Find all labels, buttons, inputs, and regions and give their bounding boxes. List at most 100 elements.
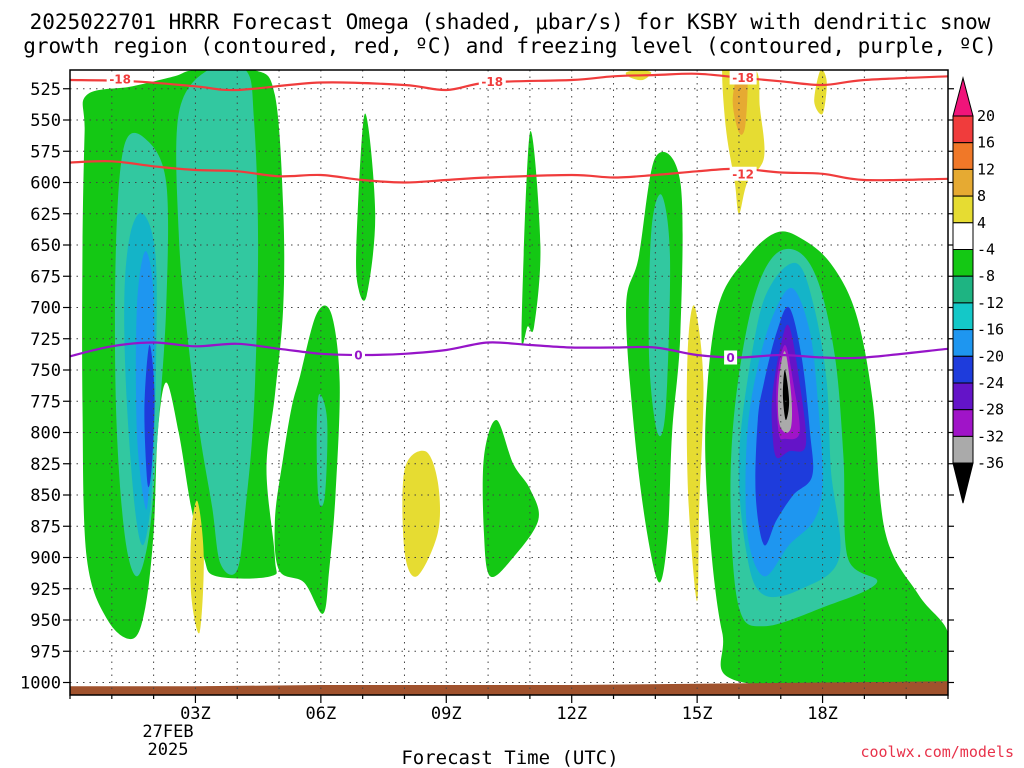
contour-label-0-2: -18 [732, 71, 754, 85]
plot-frame [69, 69, 949, 696]
y-tick-label-875: 875 [30, 517, 61, 537]
colorbar-tick-12: -32 [977, 427, 1004, 445]
omega-region-yellow-16 [722, 70, 765, 214]
x-axis-label: Forecast Time (UTC) [401, 747, 618, 768]
x-tick-label-06Z: 06Z [305, 704, 336, 724]
x-tick-label-15Z: 15Z [682, 704, 713, 724]
x-tick-label-03Z: 03Z [180, 704, 211, 724]
contour-line-dgz-1 [70, 160, 948, 184]
y-tick-label-750: 750 [30, 361, 61, 381]
contour-label-bg-2-1 [724, 350, 738, 365]
omega-region-yellow-18 [814, 70, 827, 115]
omega-region-green-10 [482, 419, 539, 578]
y-tick-label-825: 825 [30, 455, 61, 475]
y-tick-label-1000: 1000 [20, 674, 61, 694]
colorbar-tick-11: -28 [977, 401, 1004, 419]
plot-grid [70, 70, 948, 695]
y-tick-label-975: 975 [30, 642, 61, 662]
omega-region-black-28 [782, 369, 790, 421]
contour-label-2-0: 0 [354, 349, 362, 363]
y-tick-label-850: 850 [30, 486, 61, 506]
contour-label-bg-2-0 [351, 348, 365, 362]
contour-label-bg-0-1 [478, 74, 506, 89]
colorbar-tick-8: -16 [977, 321, 1004, 339]
colorbar-swatch-1 [952, 115, 974, 144]
contour-label-0-0: -18 [109, 72, 131, 86]
colorbar-tick-10: -24 [977, 374, 1004, 392]
contour-label-bg-0-0 [106, 71, 134, 86]
colorbar-tick-1: 16 [977, 134, 995, 152]
colorbar-swatch-6 [952, 249, 974, 277]
omega-region-orange-17 [732, 70, 748, 135]
colorbar-tick-6: -8 [977, 267, 995, 285]
x-date-label-day: 27FEB [142, 722, 193, 742]
x-axis: 03Z 06Z 09Z 12Z 15Z 18Z [69, 695, 949, 724]
chart-title-line-2: growth region (contoured, red, ºC) and f… [23, 34, 997, 58]
colorbar-tick-5: -4 [977, 241, 995, 259]
y-tick-label-625: 625 [30, 205, 61, 225]
omega-region-green-9 [521, 130, 541, 346]
omega-region-green-8 [356, 113, 376, 301]
y-tick-label-650: 650 [30, 236, 61, 256]
colorbar-bottom-arrow [952, 462, 974, 504]
terrain-layer [70, 681, 948, 695]
y-tick-label-600: 600 [30, 174, 61, 194]
colorbar-swatch-2 [952, 142, 974, 170]
y-tick-label-775: 775 [30, 392, 61, 412]
colorbar-swatch-4 [952, 195, 974, 224]
colorbar-tick-9: -20 [977, 347, 1004, 365]
x-tick-label-09Z: 09Z [431, 704, 462, 724]
y-tick-label-700: 700 [30, 299, 61, 319]
colorbar-swatch-13 [952, 435, 974, 464]
colorbar-tick-4: 4 [977, 214, 986, 232]
x-tick-label-18Z: 18Z [807, 704, 838, 724]
contour-line-dgz-0 [70, 72, 948, 92]
credit-text: coolwx.com/models [860, 743, 1014, 761]
contour-label-0-1: -18 [481, 75, 503, 89]
colorbar-top-arrow [952, 76, 974, 117]
contour-labels: -18 -18 -18 -12 0 0 [106, 70, 757, 365]
omega-region-yellow-15 [686, 305, 704, 602]
colorbar-swatch-11 [952, 382, 974, 411]
colorbar-swatch-5 [952, 222, 974, 251]
contour-label-1-0: -12 [732, 167, 754, 181]
colorbar-swatch-12 [952, 409, 974, 437]
omega-region-darkblue-5 [144, 344, 155, 488]
contour-label-2-1: 0 [726, 351, 734, 365]
omega-region-green-6 [274, 305, 340, 614]
y-tick-label-725: 725 [30, 330, 61, 350]
terrain-fill [70, 681, 948, 695]
colorbar-tick-2: 12 [977, 160, 995, 178]
x-tick-label-12Z: 12Z [556, 704, 587, 724]
colorbar-tick-3: 8 [977, 187, 986, 205]
y-tick-label-550: 550 [30, 111, 61, 131]
y-tick-label-525: 525 [30, 80, 61, 100]
omega-region-teal-7 [316, 394, 328, 507]
colorbar-swatch-7 [952, 275, 974, 304]
omega-region-teal-2 [176, 70, 259, 575]
omega-region-yellow-12 [190, 500, 204, 634]
x-date-label-year: 2025 [148, 740, 189, 760]
y-tick-label-575: 575 [30, 142, 61, 162]
chart-title-line-1: 2025022701 HRRR Forecast Omega (shaded, … [30, 10, 991, 34]
temperature-contours [70, 72, 948, 360]
colorbar-tick-13: -36 [977, 454, 1004, 472]
y-tick-label-900: 900 [30, 549, 61, 569]
omega-region-yellow-11 [402, 450, 441, 577]
colorbar-tick-0: 20 [977, 107, 995, 125]
colorbar-swatch-3 [952, 168, 974, 197]
y-tick-label-925: 925 [30, 580, 61, 600]
omega-region-teal-14 [648, 194, 671, 437]
y-tick-label-950: 950 [30, 611, 61, 631]
y-axis: 525 550 575 600 625 650 675 700 725 750 775 800 825 8… [20, 80, 954, 694]
contour-line-freezing-2 [70, 341, 948, 360]
y-tick-label-800: 800 [30, 424, 61, 444]
contour-label-bg-0-2 [729, 70, 757, 85]
omega-shaded-regions [82, 70, 948, 689]
colorbar-swatch-8 [952, 302, 974, 331]
colorbar-swatch-10 [952, 355, 974, 384]
contour-label-bg-1-0 [729, 166, 757, 181]
colorbar: 20 16 12 8 4 -4 -8 -12 -16 -20 -24 -28 -32 -36 [952, 76, 1004, 504]
y-tick-label-675: 675 [30, 267, 61, 287]
